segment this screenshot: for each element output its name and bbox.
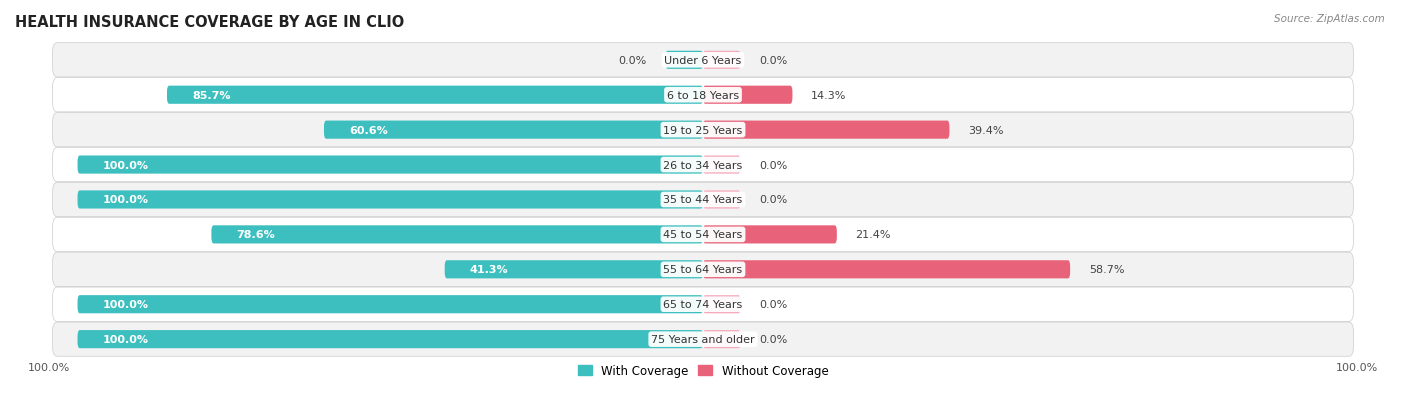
FancyBboxPatch shape <box>52 113 1354 147</box>
Text: 0.0%: 0.0% <box>759 160 787 170</box>
Text: 78.6%: 78.6% <box>236 230 276 240</box>
FancyBboxPatch shape <box>52 287 1354 322</box>
FancyBboxPatch shape <box>703 156 741 174</box>
FancyBboxPatch shape <box>77 330 703 349</box>
FancyBboxPatch shape <box>703 226 837 244</box>
Text: 100.0%: 100.0% <box>103 335 149 344</box>
FancyBboxPatch shape <box>323 121 703 139</box>
Text: 75 Years and older: 75 Years and older <box>651 335 755 344</box>
Text: 65 to 74 Years: 65 to 74 Years <box>664 299 742 309</box>
FancyBboxPatch shape <box>211 226 703 244</box>
FancyBboxPatch shape <box>52 78 1354 113</box>
Text: 55 to 64 Years: 55 to 64 Years <box>664 265 742 275</box>
Text: 0.0%: 0.0% <box>759 335 787 344</box>
FancyBboxPatch shape <box>703 261 1070 279</box>
Text: 39.4%: 39.4% <box>969 125 1004 135</box>
Text: 85.7%: 85.7% <box>193 90 231 100</box>
Text: 45 to 54 Years: 45 to 54 Years <box>664 230 742 240</box>
Text: 0.0%: 0.0% <box>759 299 787 309</box>
Text: 0.0%: 0.0% <box>759 56 787 66</box>
FancyBboxPatch shape <box>703 121 949 139</box>
FancyBboxPatch shape <box>703 52 741 70</box>
FancyBboxPatch shape <box>77 191 703 209</box>
FancyBboxPatch shape <box>52 218 1354 252</box>
Text: 19 to 25 Years: 19 to 25 Years <box>664 125 742 135</box>
Text: 100.0%: 100.0% <box>28 362 70 372</box>
FancyBboxPatch shape <box>703 191 741 209</box>
Text: 100.0%: 100.0% <box>103 195 149 205</box>
FancyBboxPatch shape <box>703 86 793 104</box>
FancyBboxPatch shape <box>52 183 1354 217</box>
Text: 14.3%: 14.3% <box>811 90 846 100</box>
Text: 35 to 44 Years: 35 to 44 Years <box>664 195 742 205</box>
Text: 41.3%: 41.3% <box>470 265 509 275</box>
Text: 6 to 18 Years: 6 to 18 Years <box>666 90 740 100</box>
FancyBboxPatch shape <box>52 148 1354 182</box>
FancyBboxPatch shape <box>703 330 741 349</box>
Text: Under 6 Years: Under 6 Years <box>665 56 741 66</box>
FancyBboxPatch shape <box>167 86 703 104</box>
FancyBboxPatch shape <box>77 156 703 174</box>
FancyBboxPatch shape <box>444 261 703 279</box>
Text: 58.7%: 58.7% <box>1088 265 1125 275</box>
Legend: With Coverage, Without Coverage: With Coverage, Without Coverage <box>572 360 834 382</box>
FancyBboxPatch shape <box>703 295 741 313</box>
Text: 26 to 34 Years: 26 to 34 Years <box>664 160 742 170</box>
Text: 100.0%: 100.0% <box>1336 362 1378 372</box>
Text: 0.0%: 0.0% <box>759 195 787 205</box>
Text: 100.0%: 100.0% <box>103 299 149 309</box>
Text: 60.6%: 60.6% <box>349 125 388 135</box>
Text: 21.4%: 21.4% <box>856 230 891 240</box>
FancyBboxPatch shape <box>665 52 703 70</box>
Text: 100.0%: 100.0% <box>103 160 149 170</box>
FancyBboxPatch shape <box>52 322 1354 356</box>
Text: Source: ZipAtlas.com: Source: ZipAtlas.com <box>1274 14 1385 24</box>
FancyBboxPatch shape <box>52 44 1354 78</box>
FancyBboxPatch shape <box>77 295 703 313</box>
FancyBboxPatch shape <box>52 253 1354 287</box>
Text: HEALTH INSURANCE COVERAGE BY AGE IN CLIO: HEALTH INSURANCE COVERAGE BY AGE IN CLIO <box>15 15 405 30</box>
Text: 0.0%: 0.0% <box>619 56 647 66</box>
